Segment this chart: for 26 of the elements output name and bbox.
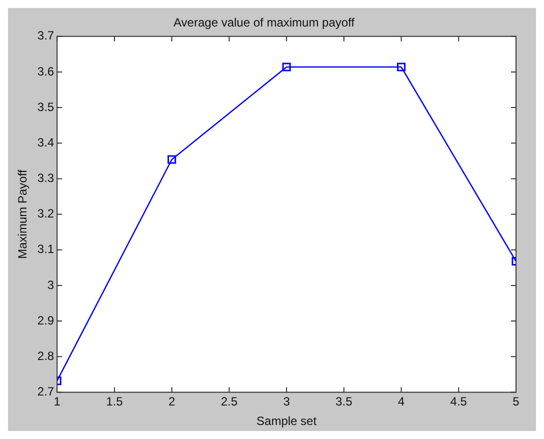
y-tick-label: 3.4: [37, 135, 54, 150]
chart-title: Average value of maximum payoff: [174, 16, 356, 30]
point: [168, 155, 176, 164]
y-tick-label: 3.2: [37, 206, 54, 221]
x-axis-title: Sample set: [256, 414, 318, 428]
x-tick-label: 1.5: [106, 394, 124, 409]
x-tick-label: 4: [398, 394, 405, 409]
x-tick-label: 3: [283, 394, 290, 409]
x-tick-label: 5: [512, 394, 520, 409]
y-tick-label: 3.1: [37, 242, 54, 256]
x-tick-label: 1: [54, 394, 61, 409]
x-tick-label: 4.5: [450, 394, 468, 409]
y-axis-title: Maximum Payoff: [16, 169, 30, 259]
y-tick-label: 2.8: [37, 348, 54, 363]
y-tick-label: 2.7: [37, 384, 54, 399]
y-tick-label: 3: [47, 278, 54, 292]
y-tick-label: 3.5: [37, 100, 54, 114]
point: [396, 62, 406, 72]
x-tick-label: 3.5: [336, 394, 353, 409]
y-tick-label: 3.7: [37, 28, 54, 43]
y-tick-label: 3.6: [37, 64, 54, 78]
point: [282, 62, 291, 72]
y-tick-label: 2.9: [37, 313, 54, 328]
y-tick-label: 3.3: [37, 171, 54, 186]
x-tick-label: 2: [168, 394, 176, 409]
x-tick-label: 2.5: [220, 394, 238, 409]
